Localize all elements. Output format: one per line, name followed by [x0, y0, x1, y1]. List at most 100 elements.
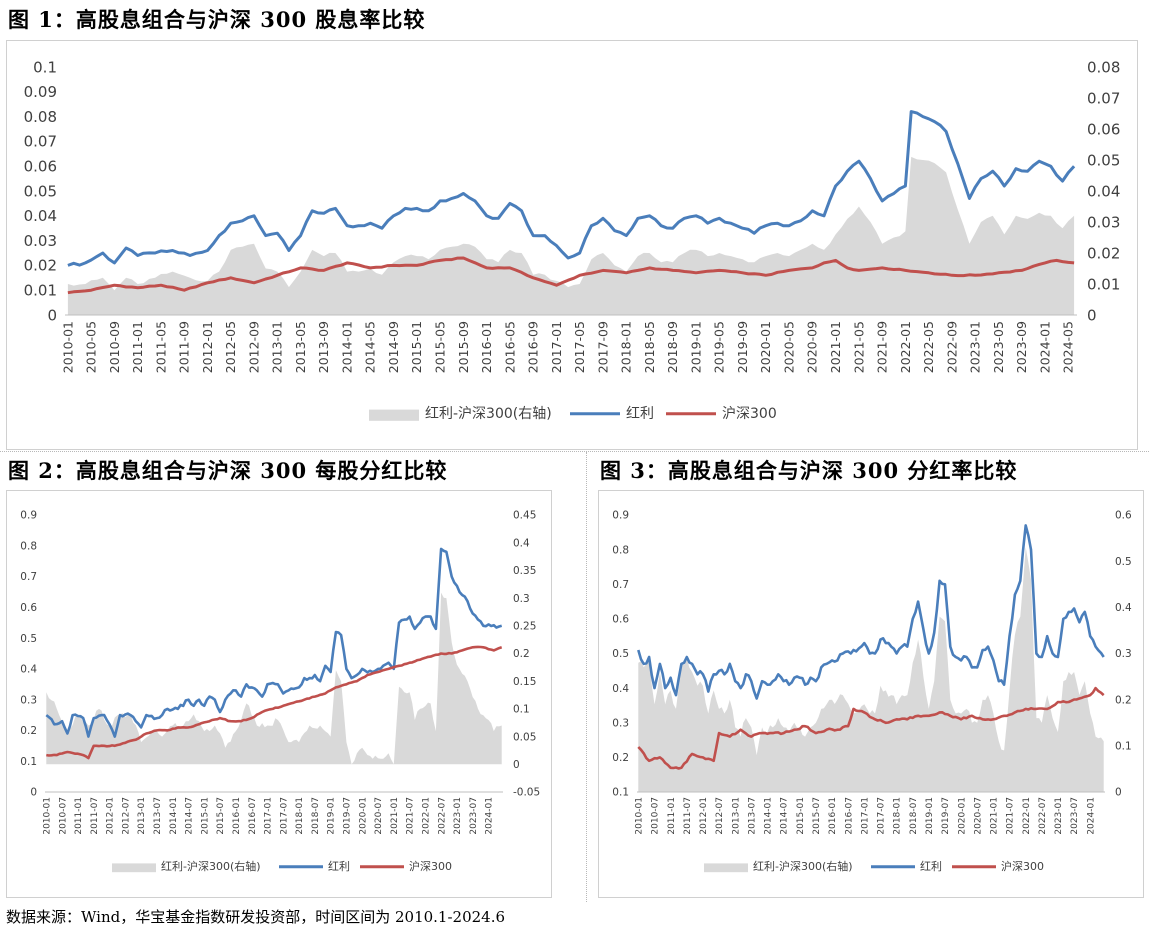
x-axis-tick-label: 2024-01 — [1037, 321, 1052, 373]
x-axis-tick-label: 2018-09 — [665, 321, 680, 373]
y-axis-left-tick-label: 0.05 — [24, 182, 57, 200]
x-axis-tick-label: 2023-01 — [453, 797, 463, 835]
x-axis-tick-label: 2015-01 — [796, 797, 806, 835]
y-axis-right-tick-label: 0.45 — [513, 510, 536, 522]
x-axis-tick-label: 2010-01 — [60, 321, 75, 373]
y-axis-left-tick-label: 0.5 — [612, 648, 629, 660]
y-axis-right-tick-label: 0.35 — [513, 565, 536, 577]
x-axis-tick-label: 2015-05 — [433, 321, 448, 373]
x-axis-tick-label: 2011-07 — [90, 797, 100, 835]
x-axis-tick-label: 2013-05 — [293, 321, 308, 373]
x-axis-tick-label: 2011-01 — [130, 321, 145, 373]
y-axis-left-tick-label: 0.1 — [33, 58, 57, 76]
x-axis-tick-label: 2020-01 — [758, 321, 773, 373]
x-axis-tick-label: 2013-07 — [748, 797, 758, 835]
y-axis-right-tick-label: 0.25 — [513, 620, 536, 632]
y-axis-right-tick-label: 0.2 — [1115, 694, 1132, 706]
x-axis-tick-label: 2023-09 — [1014, 321, 1029, 373]
x-axis-tick-label: 2015-09 — [456, 321, 471, 373]
y-axis-right-tick-label: 0.06 — [1087, 120, 1120, 138]
x-axis-tick-label: 2010-05 — [84, 321, 99, 373]
x-axis-tick-label: 2017-01 — [860, 797, 870, 835]
x-axis-tick-label: 2021-09 — [875, 321, 890, 373]
y-axis-right-tick-label: 0.02 — [1087, 244, 1120, 262]
x-axis-tick-label: 2021-01 — [990, 797, 1000, 835]
x-axis-tick-label: 2021-01 — [390, 797, 400, 835]
x-axis-tick-label: 2022-07 — [437, 797, 447, 835]
x-axis-tick-label: 2023-05 — [991, 321, 1006, 373]
x-axis-tick-label: 2019-07 — [941, 797, 951, 835]
y-axis-left-tick-label: 0.04 — [24, 207, 57, 225]
separator-line — [0, 451, 1149, 452]
y-axis-left-tick-label: 0.7 — [612, 579, 629, 591]
x-axis-tick-label: 2022-09 — [944, 321, 959, 373]
x-axis-tick-label: 2015-01 — [200, 797, 210, 835]
x-axis-tick-label: 2023-07 — [1070, 797, 1080, 835]
x-axis-tick-label: 2019-05 — [712, 321, 727, 373]
y-axis-right-tick-label: 0.04 — [1087, 182, 1120, 200]
legend-label-spread: 红利-沪深300(右轴) — [753, 859, 853, 873]
y-axis-right-tick-label: 0.6 — [1115, 510, 1132, 522]
legend-swatch-spread — [112, 863, 156, 873]
x-axis-tick-label: 2022-07 — [1038, 797, 1048, 835]
x-axis-tick-label: 2020-01 — [957, 797, 967, 835]
y-axis-left-tick-label: 0.8 — [612, 544, 629, 556]
y-axis-left-tick-label: 0.01 — [24, 281, 57, 299]
x-axis-tick-label: 2021-05 — [851, 321, 866, 373]
y-axis-left-tick-label: 0.07 — [24, 133, 57, 151]
y-axis-left-tick-label: 0.4 — [20, 664, 37, 676]
x-axis-tick-label: 2018-01 — [295, 797, 305, 835]
x-axis-tick-label: 2015-07 — [812, 797, 822, 835]
y-axis-right-tick-label: 0.01 — [1087, 275, 1120, 293]
x-axis-tick-label: 2011-01 — [74, 797, 84, 835]
y-axis-left-tick-label: 0.06 — [24, 157, 57, 175]
y-axis-right-tick-label: -0.05 — [513, 787, 540, 799]
y-axis-left-tick-label: 0.2 — [612, 752, 629, 764]
x-axis-tick-label: 2016-07 — [844, 797, 854, 835]
x-axis-tick-label: 2016-01 — [479, 321, 494, 373]
y-axis-left-tick-label: 0.03 — [24, 232, 57, 250]
x-axis-tick-label: 2020-07 — [374, 797, 384, 835]
y-axis-right-tick-label: 0.07 — [1087, 89, 1120, 107]
x-axis-tick-label: 2014-01 — [169, 797, 179, 835]
x-axis-tick-label: 2013-09 — [316, 321, 331, 373]
y-axis-left-tick-label: 0 — [47, 306, 57, 324]
legend-label-csi300: 沪深300 — [722, 406, 777, 422]
x-axis-tick-label: 2014-01 — [340, 321, 355, 373]
y-axis-right-tick-label: 0.1 — [1115, 741, 1132, 753]
x-axis-tick-label: 2022-01 — [422, 797, 432, 835]
y-axis-right-tick-label: 0.3 — [1115, 648, 1132, 660]
csi300-line-series — [46, 645, 503, 760]
figure-3-panel: 0.1 0.2 0.3 0.4 0.5 0.6 0.7 0.8 0.9 0 0.1 0.2 0.3 0.4… — [598, 490, 1144, 898]
x-axis-tick-label: 2016-09 — [526, 321, 541, 373]
y-axis-left-tick-label: 0.3 — [20, 694, 37, 706]
separator-line — [586, 452, 587, 902]
x-axis-tick-label: 2021-07 — [1006, 797, 1016, 835]
spread-area-series — [46, 592, 502, 765]
figure-2-title: 图 2：高股息组合与沪深 300 每股分红比较 — [8, 458, 448, 483]
legend-label-csi300: 沪深300 — [409, 859, 452, 873]
x-axis-tick-label: 2024-05 — [1061, 321, 1076, 373]
figure-3-title: 图 3：高股息组合与沪深 300 分红率比较 — [600, 458, 1018, 483]
figure-1-panel: 0 0.01 0.02 0.03 0.04 0.05 0.06 0.07 0.08 0.09 0.1… — [6, 40, 1138, 450]
legend-label-spread: 红利-沪深300(右轴) — [425, 406, 552, 422]
legend-label-spread: 红利-沪深300(右轴) — [161, 859, 261, 873]
x-axis-tick-label: 2022-05 — [921, 321, 936, 373]
y-axis-left-tick-label: 0.6 — [20, 602, 37, 614]
y-axis-right-tick-label: 0.1 — [513, 704, 530, 716]
legend-label-csi300: 沪深300 — [1001, 859, 1044, 873]
x-axis-tick-label: 2010-09 — [107, 321, 122, 373]
dividend-line-series — [67, 110, 1076, 267]
y-axis-left-tick-label: 0.5 — [20, 633, 37, 645]
x-axis-tick-label: 2022-01 — [898, 321, 913, 373]
x-axis-tick-label: 2017-07 — [279, 797, 289, 835]
legend-swatch-spread — [704, 863, 748, 873]
x-axis-tick-label: 2016-07 — [248, 797, 258, 835]
x-axis-tick-label: 2017-05 — [572, 321, 587, 373]
csi300-line-series — [637, 686, 1105, 770]
x-axis-tick-label: 2011-07 — [683, 797, 693, 835]
x-axis-tick-label: 2014-07 — [185, 797, 195, 835]
x-axis-tick-label: 2010-07 — [651, 797, 661, 835]
x-axis-tick-label: 2010-07 — [58, 797, 68, 835]
x-axis-tick-label: 2015-01 — [409, 321, 424, 373]
